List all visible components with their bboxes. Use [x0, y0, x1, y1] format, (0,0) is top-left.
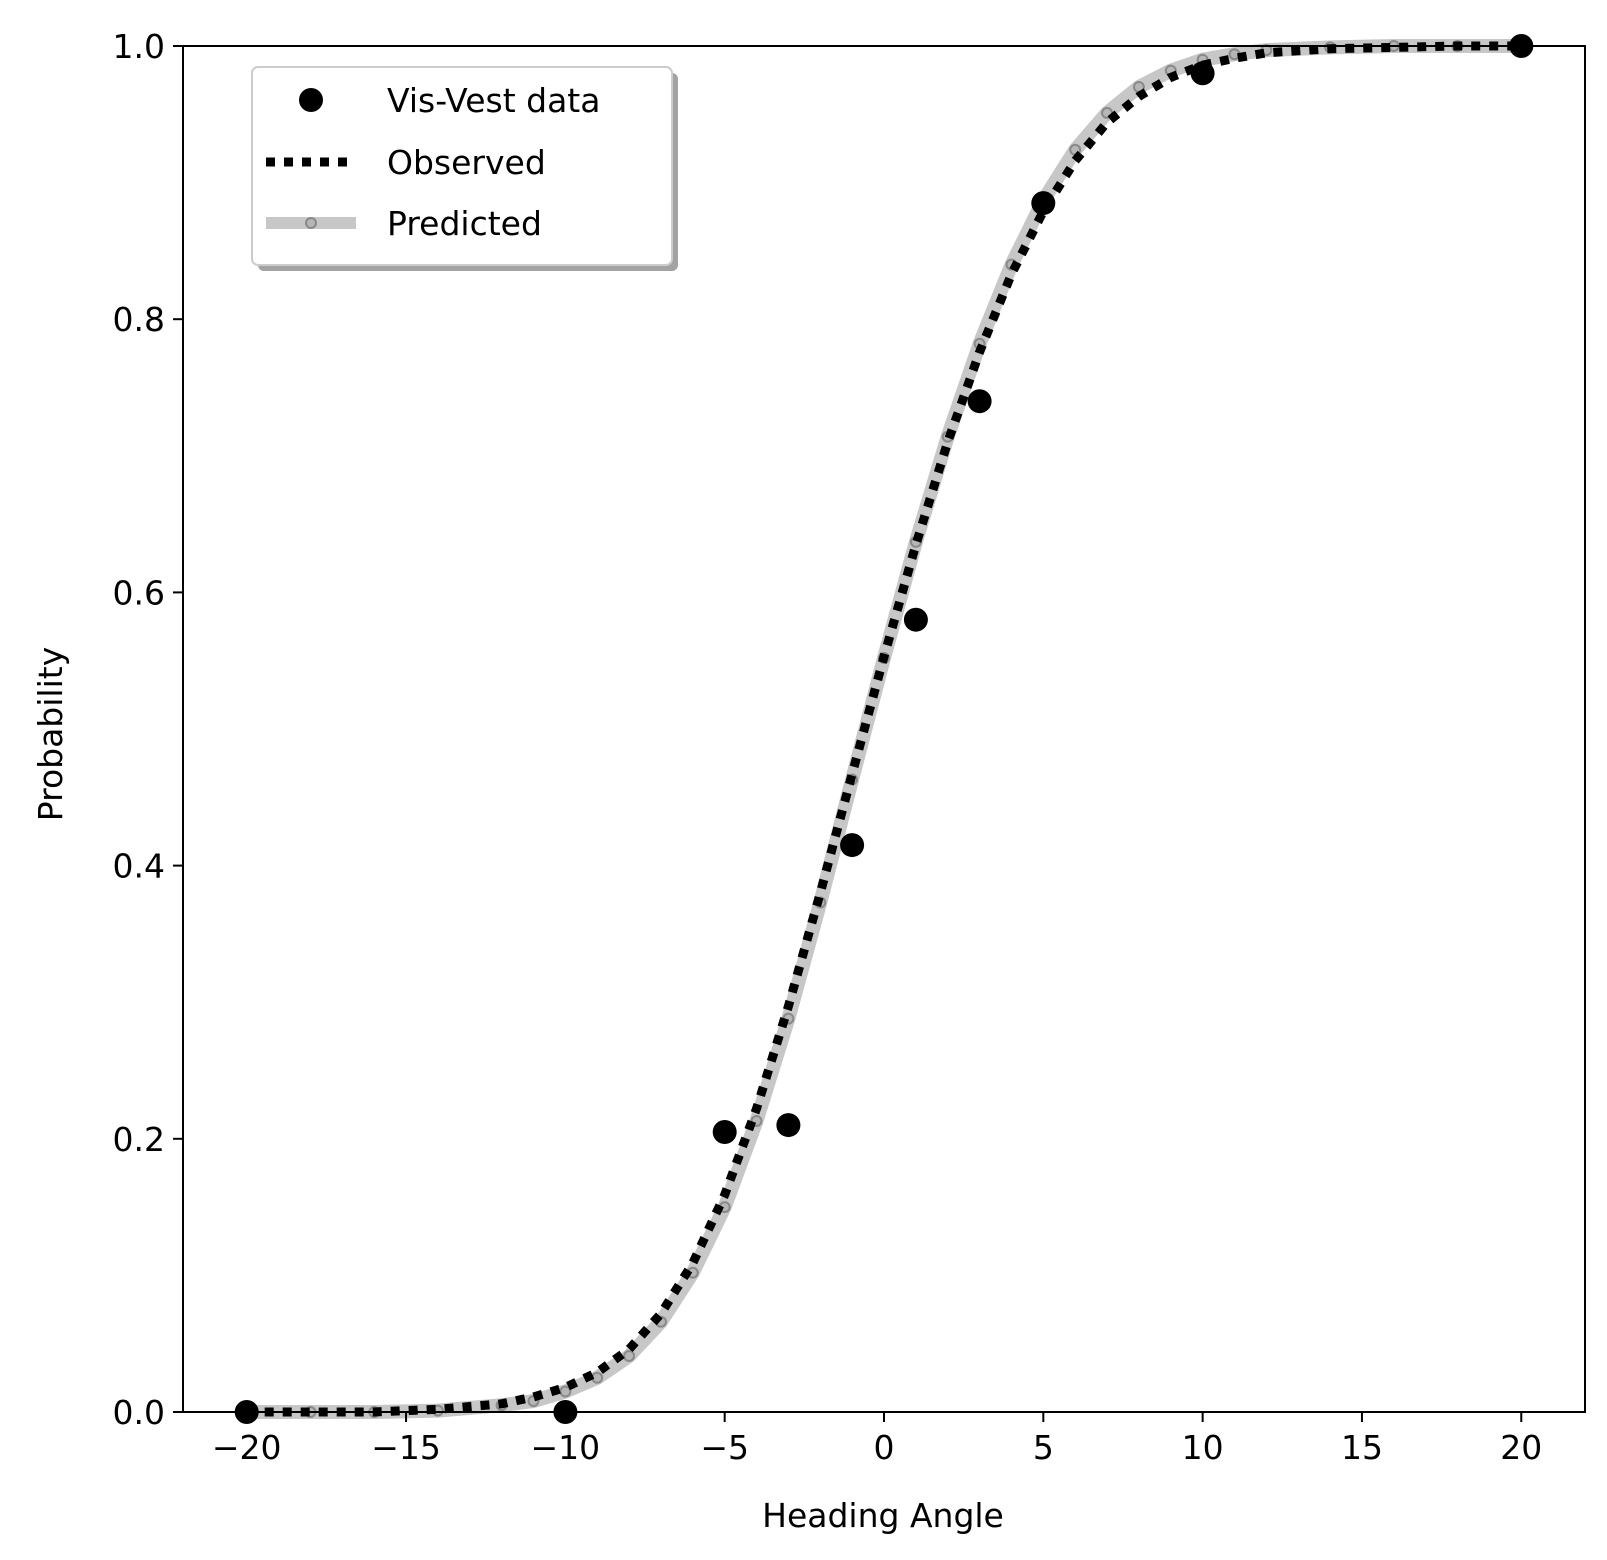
legend: Vis-Vest data Observed Predicted — [251, 66, 678, 271]
x-tick-label: 10 — [1182, 1428, 1224, 1467]
data-point-vis-vest — [1031, 191, 1056, 216]
axes: −20 −15 −10 −5 0 5 10 15 20 0.0 0.2 0.4 0.6 0.8 1.0 — [113, 27, 1586, 1467]
x-tick-label: 5 — [1033, 1428, 1054, 1467]
legend-marker-vis-vest — [299, 88, 323, 112]
x-tick-label: 0 — [874, 1428, 895, 1467]
legend-marker-predicted — [305, 217, 317, 229]
data-point-vis-vest — [712, 1120, 737, 1144]
y-tick-label: 1.0 — [113, 27, 165, 66]
series-marker-predicted — [623, 1350, 636, 1362]
legend-label-predicted: Predicted — [387, 204, 542, 243]
x-tick-label: −20 — [212, 1428, 282, 1467]
series-line-observed — [246, 41, 1522, 1417]
series-marker-predicted — [559, 1385, 572, 1398]
data-point-vis-vest — [1190, 61, 1215, 86]
y-tick-label: 0.2 — [113, 1120, 165, 1159]
legend-label-vis-vest: Vis-Vest data — [387, 81, 600, 120]
legend-box — [251, 66, 673, 266]
y-tick-label: 0.8 — [113, 300, 165, 339]
x-tick-label: 15 — [1341, 1428, 1383, 1467]
y-tick-label: 0.0 — [113, 1393, 165, 1432]
data-point-vis-vest — [903, 607, 928, 632]
data-point-vis-vest — [776, 1113, 801, 1138]
x-tick-label: −10 — [531, 1428, 601, 1467]
x-tick-label: 20 — [1500, 1428, 1542, 1467]
plot-area — [234, 34, 1534, 1424]
data-point-vis-vest — [840, 833, 865, 858]
data-point-vis-vest — [967, 389, 992, 414]
x-tick-label: −15 — [371, 1428, 441, 1467]
x-tick-label: −5 — [700, 1428, 749, 1467]
y-axis-label: Probability — [31, 647, 70, 821]
legend-label-observed: Observed — [387, 143, 546, 182]
x-axis-label: Heading Angle — [762, 1496, 1004, 1535]
y-tick-label: 0.6 — [113, 573, 165, 612]
y-tick-label: 0.4 — [113, 847, 165, 886]
